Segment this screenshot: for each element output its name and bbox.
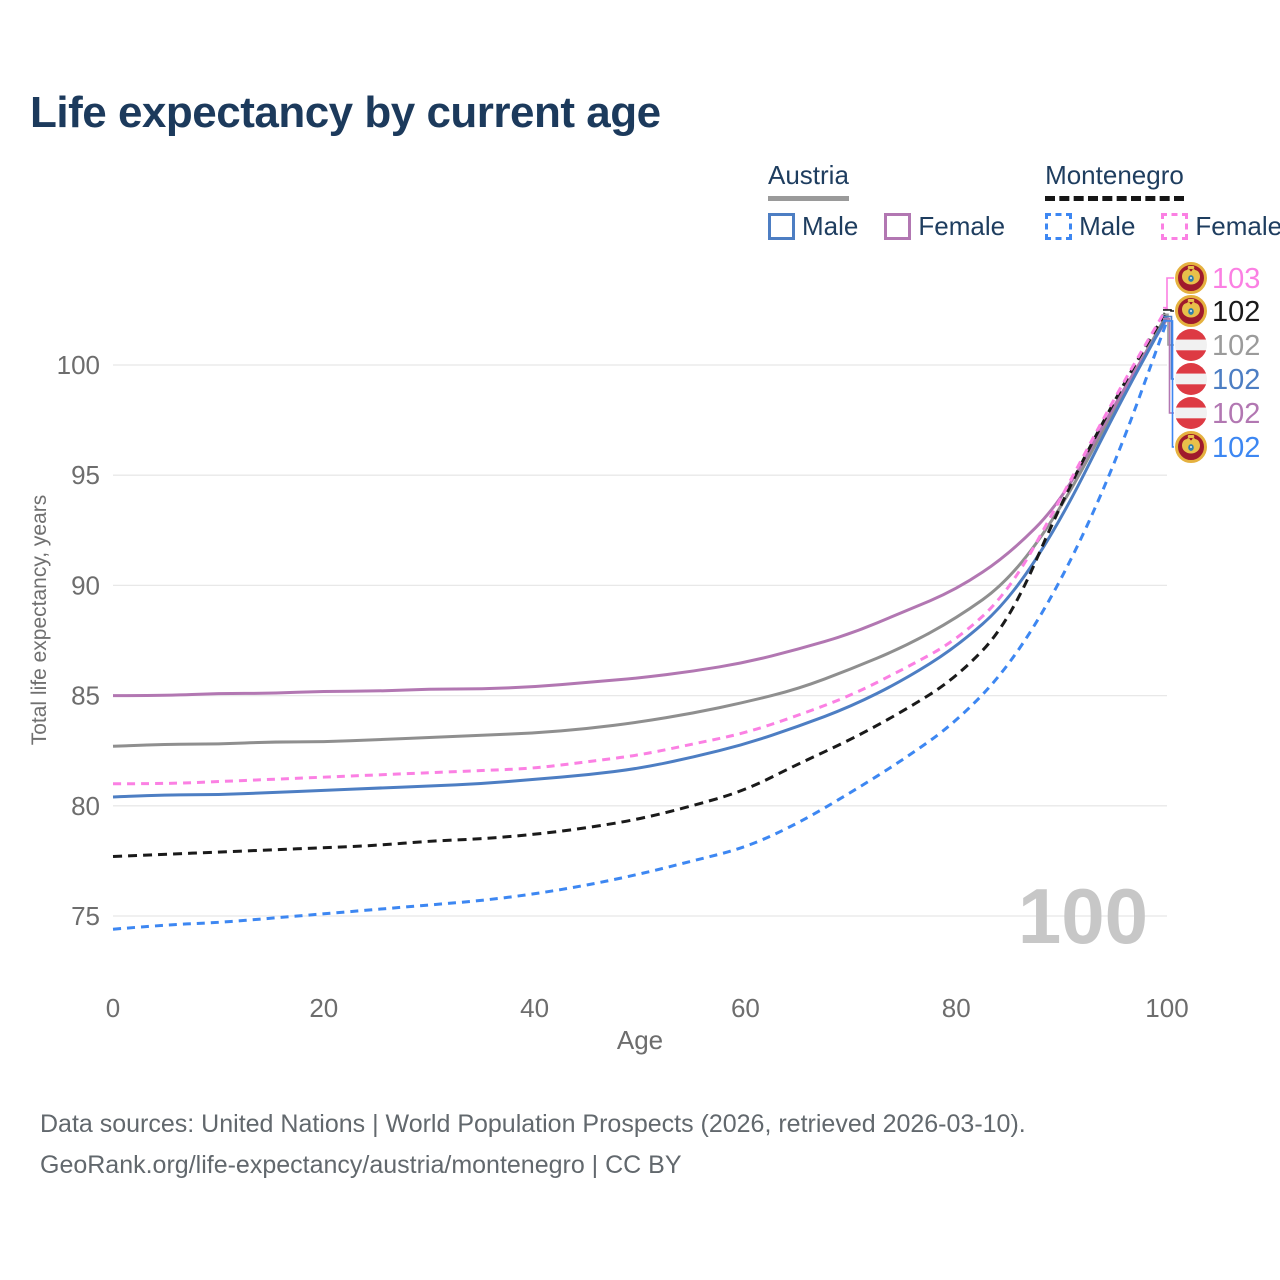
x-tick-label-20: 20 (309, 993, 338, 1023)
series-line-montenegro-female[interactable] (112, 306, 1169, 786)
austria-flag-icon (1175, 363, 1207, 395)
end-label-montenegro-female: 103 (1175, 262, 1260, 295)
x-tick-label-0: 0 (106, 993, 120, 1023)
series-line-austria[interactable] (112, 313, 1169, 748)
legend-item-montenegro-male[interactable]: Male (1045, 211, 1135, 242)
legend-country-montenegro: Montenegro (1045, 160, 1184, 201)
end-label-value-montenegro-female: 103 (1212, 263, 1260, 295)
end-label-value-montenegro-male: 102 (1212, 432, 1260, 464)
line-chart: 75 80 85 90 95 100 0 20 40 60 80 100 Age Total life e… (28, 262, 1260, 1055)
page-title: Life expectancy by current age (30, 88, 661, 137)
x-tick-label-60: 60 (731, 993, 760, 1023)
y-tick-label-85: 85 (71, 681, 100, 711)
legend-label-austria-male: Male (802, 211, 859, 241)
y-tick-label-80: 80 (71, 791, 100, 821)
end-label-austria-male: 102 (1175, 363, 1260, 396)
end-label-value-austria: 102 (1212, 330, 1260, 362)
series-line-montenegro[interactable] (112, 309, 1169, 858)
end-label-montenegro-male: 102 (1175, 431, 1260, 464)
legend-item-austria-male[interactable]: Male (768, 211, 858, 242)
legend-country-austria: Austria (768, 160, 849, 201)
montenegro-female-swatch-icon (1161, 213, 1189, 240)
y-tick-label-90: 90 (71, 570, 100, 600)
legend: Austria Male Female Montenegro Male (768, 160, 1280, 242)
austria-flag-icon (1175, 329, 1207, 361)
austria-male-swatch-icon (768, 213, 795, 240)
legend-group-austria: Austria Male Female (768, 160, 1005, 242)
footer-data-sources: Data sources: United Nations | World Pop… (40, 1110, 1026, 1138)
series-line-montenegro-male[interactable] (112, 320, 1169, 931)
legend-group-montenegro: Montenegro Male Female (1045, 160, 1280, 242)
montenegro-flag-icon (1175, 295, 1207, 327)
end-label-value-montenegro: 102 (1212, 296, 1260, 328)
series-line-austria-male[interactable] (112, 315, 1169, 799)
end-label-austria-female: 102 (1175, 397, 1260, 430)
legend-item-austria-female[interactable]: Female (884, 211, 1005, 242)
end-label-value-austria-female: 102 (1212, 398, 1260, 430)
legend-item-montenegro-female[interactable]: Female (1161, 211, 1280, 242)
legend-label-montenegro-male: Male (1079, 211, 1136, 241)
end-label-montenegro: 102 (1175, 295, 1260, 328)
footer-attribution: GeoRank.org/life-expectancy/austria/mont… (40, 1150, 682, 1179)
y-tick-label-100: 100 (57, 350, 100, 380)
x-tick-label-80: 80 (942, 993, 971, 1023)
y-axis-title: Total life expectancy, years (28, 495, 51, 746)
y-tick-label-75: 75 (71, 901, 100, 931)
x-tick-label-100: 100 (1145, 993, 1188, 1023)
legend-label-austria-female: Female (918, 211, 1006, 241)
montenegro-male-swatch-icon (1045, 213, 1073, 240)
austria-female-swatch-icon (884, 213, 912, 240)
end-label-value-austria-male: 102 (1212, 364, 1260, 396)
leader-line-montenegro (1163, 309, 1174, 312)
x-axis-title: Age (617, 1025, 663, 1055)
montenegro-flag-icon (1175, 262, 1207, 294)
age-counter-watermark: 100 (1018, 872, 1148, 960)
leader-line-montenegro-female (1163, 277, 1174, 309)
footer: Data sources: United Nations | World Pop… (40, 1104, 1026, 1185)
austria-flag-icon (1175, 397, 1207, 429)
y-tick-label-95: 95 (71, 460, 100, 490)
montenegro-flag-icon (1175, 431, 1207, 463)
series-line-austria-female[interactable] (112, 317, 1169, 698)
end-label-austria: 102 (1175, 329, 1260, 362)
leader-line-montenegro-male (1163, 320, 1174, 448)
x-tick-label-40: 40 (520, 993, 549, 1023)
legend-label-montenegro-female: Female (1195, 211, 1280, 241)
